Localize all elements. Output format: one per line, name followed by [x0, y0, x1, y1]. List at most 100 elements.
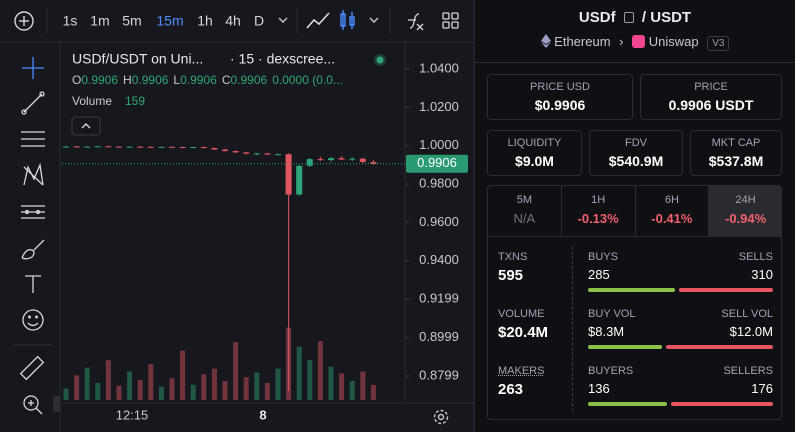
interval-button[interactable]: 1m	[90, 13, 109, 29]
stat-label: FDV	[625, 137, 647, 149]
emoji-tool[interactable]	[22, 309, 44, 331]
ohlc-label: O	[72, 73, 81, 87]
ohlc-label: L	[173, 73, 180, 87]
volume-bar	[158, 386, 164, 400]
add-indicator-button[interactable]	[14, 11, 34, 31]
interval-button[interactable]: D	[254, 13, 264, 29]
brush-tool[interactable]	[21, 239, 45, 260]
interval-dropdown[interactable]	[278, 17, 288, 23]
interval-button[interactable]: 15m	[156, 13, 183, 29]
dex-name[interactable]: Uniswap	[648, 34, 699, 49]
timeframe-tab[interactable]: 1H -0.13%	[562, 186, 636, 236]
candle-body	[222, 149, 228, 152]
sidebar-collapse[interactable]	[53, 396, 60, 412]
candle-body	[94, 146, 101, 148]
candle-body	[190, 147, 197, 149]
timeframe-tab[interactable]: 24H -0.94%	[709, 186, 781, 236]
row-value: $12.0M	[729, 324, 773, 339]
volume-bar	[105, 360, 111, 400]
volume-bar	[95, 382, 101, 400]
interval-button[interactable]: 5m	[122, 13, 141, 29]
text-tool[interactable]	[25, 275, 41, 293]
zoom-tool[interactable]	[23, 395, 43, 415]
candle-body	[306, 159, 313, 166]
stat-label: LIQUIDITY	[507, 137, 562, 149]
chart-area: 1s 1m 5m 15m 1h 4h D USDf/USDT on Uni... · 15 …	[0, 0, 475, 432]
layout-button[interactable]	[442, 12, 459, 29]
volume-bar	[137, 380, 143, 400]
ohlc-label: H	[123, 73, 132, 87]
row-value: 310	[751, 267, 773, 282]
collapse-icon	[81, 123, 91, 129]
row-label: BUYERS	[588, 365, 634, 377]
candle-body	[296, 165, 303, 195]
row-value: 136	[588, 381, 610, 396]
volume-bar	[201, 374, 207, 400]
volume-bar	[63, 388, 69, 400]
volume-bar	[211, 368, 217, 400]
row-value: 176	[751, 381, 773, 396]
timeframe-tab[interactable]: 6H -0.41%	[636, 186, 710, 236]
projection-tool[interactable]	[21, 205, 45, 219]
candle-body	[338, 158, 345, 160]
interval-button[interactable]: 1s	[63, 13, 78, 29]
pair-header: USDf / USDT	[475, 9, 795, 26]
pattern-tool[interactable]	[23, 162, 44, 186]
collapse-legend-button[interactable]	[71, 116, 101, 136]
y-tick-label: 0.9800	[419, 175, 459, 190]
crosshair-tool[interactable]	[22, 57, 44, 79]
candle-body	[328, 158, 334, 161]
candle-body	[158, 146, 165, 148]
y-tick-label: 0.8799	[419, 367, 459, 382]
candle-body	[211, 147, 218, 150]
volume-bar	[349, 381, 355, 400]
base-token: USDf	[578, 9, 616, 26]
stat-label: MKT CAP	[711, 137, 761, 149]
volume-bar	[190, 384, 196, 400]
candle-body	[200, 147, 207, 149]
volume-bar	[222, 381, 228, 400]
settings-button[interactable]	[433, 409, 449, 425]
status-dot	[376, 56, 384, 64]
stat-box: PRICE 0.9906 USDT	[640, 74, 782, 120]
row-label: TXNS	[498, 251, 528, 263]
last-price-label: 0.9906	[417, 155, 457, 170]
candle-chart-button[interactable]	[340, 10, 355, 30]
divider	[572, 246, 573, 411]
last-price-box	[406, 154, 468, 173]
line-chart-button[interactable]	[306, 12, 330, 29]
stat-label: PRICE	[694, 81, 728, 93]
stat-box: LIQUIDITY $9.0M	[487, 130, 582, 176]
copy-icon[interactable]	[623, 12, 634, 23]
sell-bar	[678, 288, 773, 292]
interval-button[interactable]: 4h	[225, 13, 241, 29]
x-tick-label: 12:15	[116, 407, 149, 422]
stat-value: $537.8M	[708, 153, 764, 169]
timeframe-tab[interactable]: 5M N/A	[488, 186, 562, 236]
candle-body	[232, 151, 239, 153]
buy-bar	[588, 345, 662, 349]
ruler-tool[interactable]	[19, 355, 45, 381]
row-label: MAKERS	[498, 365, 545, 377]
candle-body	[253, 153, 260, 155]
candle-body	[349, 158, 356, 160]
volume-bar	[127, 371, 133, 400]
row-label: BUY VOL	[588, 308, 636, 320]
fib-tool[interactable]	[21, 131, 45, 147]
stat-box: FDV $540.9M	[589, 130, 683, 176]
candle-body	[179, 147, 186, 149]
chain-name[interactable]: Ethereum	[554, 34, 611, 49]
indicators-button[interactable]	[408, 13, 424, 31]
route-chevron: ›	[619, 34, 624, 49]
interval-group: 1s 1m 5m 15m 1h 4h D	[63, 13, 264, 29]
pair-panel: USDf / USDT Ethereum › Uniswap V3 PRICE …	[475, 0, 795, 432]
chain-icon	[540, 34, 551, 48]
interval-button[interactable]: 1h	[197, 13, 213, 29]
chart-source: · 15 · dexscree...	[230, 51, 335, 67]
stat-value: $0.9906	[534, 97, 586, 113]
trendline-tool[interactable]	[21, 91, 45, 115]
candle-body	[105, 146, 112, 148]
row-label: BUYS	[588, 251, 618, 263]
row-value: 595	[498, 267, 524, 284]
chart-type-dropdown[interactable]	[369, 17, 379, 23]
